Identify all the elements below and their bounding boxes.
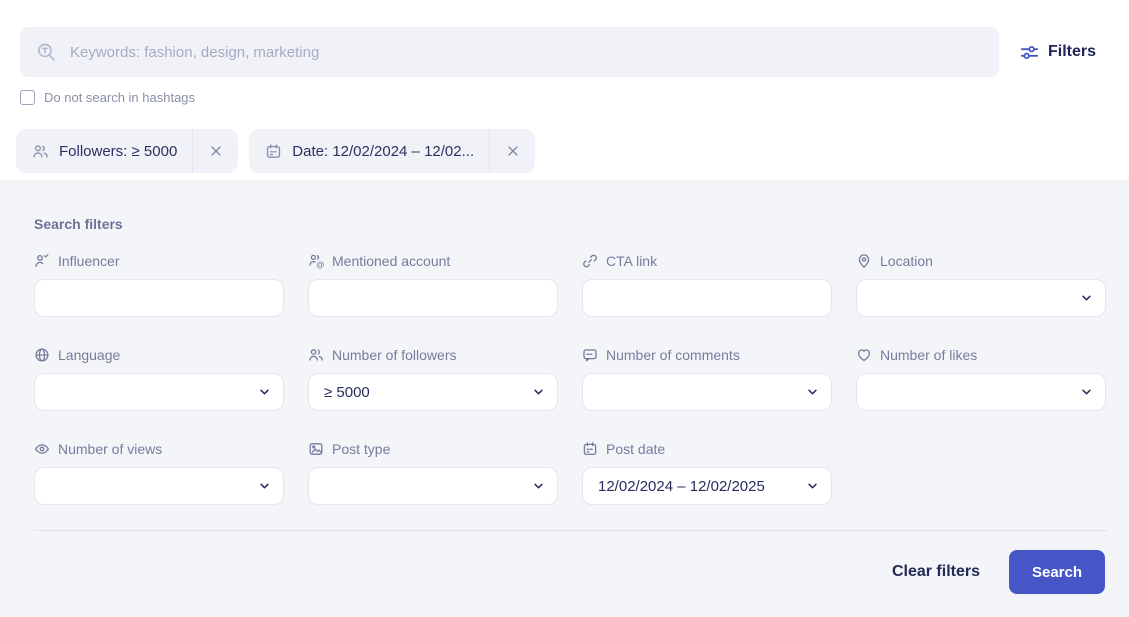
field-label: Influencer bbox=[34, 253, 284, 269]
remove-date-filter-button[interactable] bbox=[490, 129, 535, 173]
number-of-views-select[interactable] bbox=[34, 467, 284, 505]
field-label: Number of followers bbox=[308, 347, 558, 363]
language-select[interactable] bbox=[34, 373, 284, 411]
field-number-of-followers: Number of followers ≥ 5000 bbox=[308, 347, 558, 411]
field-label: Number of views bbox=[34, 441, 284, 457]
field-number-of-views: Number of views bbox=[34, 441, 284, 505]
filters-grid: Influencer @ Mentioned account bbox=[34, 253, 1106, 505]
hashtag-checkbox[interactable] bbox=[20, 90, 35, 105]
chevron-down-icon bbox=[534, 483, 543, 489]
search-button[interactable]: Search bbox=[1009, 550, 1105, 594]
users-icon bbox=[309, 349, 323, 361]
location-pin-icon bbox=[858, 254, 870, 268]
filters-button[interactable]: Filters bbox=[1020, 43, 1096, 62]
keyword-search-input[interactable] bbox=[70, 43, 983, 61]
top-section: Filters Do not search in hashtags Follow… bbox=[0, 0, 1129, 173]
chip-divider bbox=[489, 129, 491, 173]
search-text-icon bbox=[38, 43, 55, 61]
link-icon bbox=[583, 254, 597, 268]
eye-icon bbox=[35, 444, 49, 454]
chip-label: Followers: ≥ 5000 bbox=[59, 142, 178, 160]
followers-filter-chip[interactable]: Followers: ≥ 5000 bbox=[16, 129, 239, 173]
field-cta-link: CTA link bbox=[582, 253, 832, 317]
chevron-down-icon bbox=[808, 389, 817, 395]
sliders-icon bbox=[1020, 45, 1039, 59]
calendar-icon bbox=[583, 442, 597, 456]
hashtag-checkbox-label: Do not search in hashtags bbox=[44, 90, 196, 105]
field-label: Number of likes bbox=[856, 347, 1106, 363]
panel-heading: Search filters bbox=[34, 216, 123, 232]
field-label: Location bbox=[856, 253, 1106, 269]
clear-filters-button[interactable]: Clear filters bbox=[891, 563, 980, 580]
search-row: Filters bbox=[20, 27, 1109, 77]
calendar-icon bbox=[267, 143, 281, 158]
comment-icon bbox=[583, 349, 597, 362]
remove-followers-filter-button[interactable] bbox=[193, 129, 238, 173]
panel-footer: Clear filters Search bbox=[34, 550, 1105, 594]
globe-icon bbox=[35, 348, 49, 362]
field-label: Post date bbox=[582, 441, 832, 457]
field-label: Post type bbox=[308, 441, 558, 457]
field-location: Location bbox=[856, 253, 1106, 317]
location-select[interactable] bbox=[856, 279, 1106, 317]
field-label: @ Mentioned account bbox=[308, 253, 558, 269]
field-post-type: Post type bbox=[308, 441, 558, 505]
footer-divider bbox=[34, 530, 1107, 531]
chevron-down-icon bbox=[260, 483, 269, 489]
chevron-down-icon bbox=[1082, 389, 1091, 395]
svg-text:@: @ bbox=[316, 260, 324, 269]
close-icon bbox=[507, 146, 518, 156]
users-at-icon: @ bbox=[309, 254, 324, 269]
cta-link-input[interactable] bbox=[582, 279, 832, 317]
number-of-likes-select[interactable] bbox=[856, 373, 1106, 411]
field-post-date: Post date 12/02/2024 – 12/02/2025 bbox=[582, 441, 832, 505]
keyword-search-bar[interactable] bbox=[20, 27, 999, 77]
followers-icon bbox=[33, 144, 48, 158]
field-label: Number of comments bbox=[582, 347, 832, 363]
hashtag-checkbox-row[interactable]: Do not search in hashtags bbox=[20, 90, 195, 105]
field-mentioned-account: @ Mentioned account bbox=[308, 253, 558, 317]
chevron-down-icon bbox=[808, 483, 817, 489]
search-filters-panel: Search filters Influencer @ bbox=[0, 180, 1129, 617]
chip-divider bbox=[192, 129, 194, 173]
close-icon bbox=[211, 146, 221, 156]
heart-icon bbox=[857, 349, 871, 362]
post-type-select[interactable] bbox=[308, 467, 558, 505]
image-icon bbox=[309, 443, 323, 455]
mentioned-account-input[interactable] bbox=[308, 279, 558, 317]
field-number-of-comments: Number of comments bbox=[582, 347, 832, 411]
number-of-followers-select[interactable]: ≥ 5000 bbox=[308, 373, 558, 411]
field-label: CTA link bbox=[582, 253, 832, 269]
number-of-comments-select[interactable] bbox=[582, 373, 832, 411]
active-filter-chips: Followers: ≥ 5000 Date: 12/02/2024 – 12/… bbox=[16, 129, 1109, 173]
date-filter-chip[interactable]: Date: 12/02/2024 – 12/02... bbox=[249, 129, 536, 173]
post-date-select[interactable]: 12/02/2024 – 12/02/2025 bbox=[582, 467, 832, 505]
chevron-down-icon bbox=[1082, 295, 1091, 301]
field-number-of-likes: Number of likes bbox=[856, 347, 1106, 411]
field-language: Language bbox=[34, 347, 284, 411]
filters-button-label: Filters bbox=[1047, 43, 1096, 60]
influencer-input[interactable] bbox=[34, 279, 284, 317]
chevron-down-icon bbox=[260, 389, 269, 395]
user-check-icon bbox=[35, 254, 49, 268]
chip-label: Date: 12/02/2024 – 12/02... bbox=[292, 142, 475, 160]
field-influencer: Influencer bbox=[34, 253, 284, 317]
field-label: Language bbox=[34, 347, 284, 363]
chevron-down-icon bbox=[534, 389, 543, 395]
